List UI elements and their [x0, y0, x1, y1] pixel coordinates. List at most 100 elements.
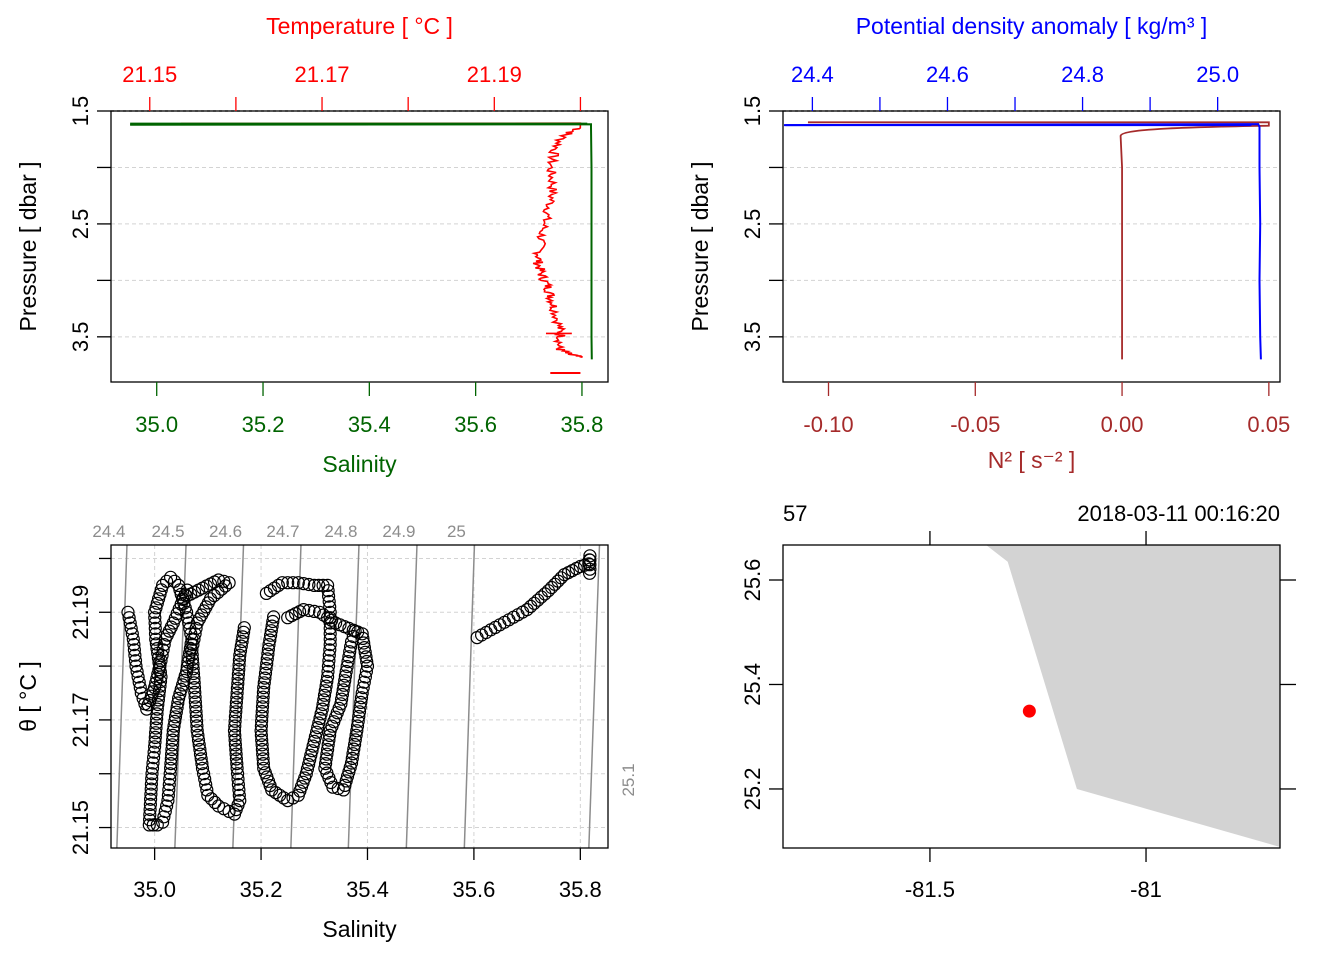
ts-point	[502, 613, 516, 627]
ts-point	[151, 697, 165, 712]
salinity-tick-label: 35.0	[135, 412, 178, 437]
ts-point	[260, 657, 274, 671]
ts-point	[256, 752, 270, 766]
ts-point	[208, 795, 222, 810]
ts-point	[180, 583, 194, 597]
ts-point	[320, 747, 334, 761]
ts-point	[323, 627, 337, 641]
ts-point	[195, 756, 209, 771]
ts-point	[254, 728, 268, 743]
isopycnal-label: 25.1	[619, 763, 638, 796]
ts-point	[150, 702, 164, 716]
ts-point	[335, 687, 349, 702]
ts-point	[470, 630, 484, 645]
ts-point	[126, 632, 140, 646]
ts-point	[303, 753, 317, 767]
ts-point	[162, 777, 176, 792]
temperature-salinity-profile-panel: 21.15 21.17 21.19 Temperature [ °C ] 35.0 35.…	[15, 13, 609, 477]
ts-point	[169, 705, 183, 719]
ts-point	[229, 705, 243, 719]
longitude-tick-label: -81.5	[905, 877, 955, 902]
density-tick-label: 24.6	[926, 62, 969, 87]
salinity-tick-label: 35.4	[348, 412, 391, 437]
ts-point	[313, 711, 327, 726]
ts-point	[281, 576, 295, 590]
ts-point	[264, 628, 278, 642]
ts-point	[198, 772, 212, 786]
pressure-tick-label: 3.5	[740, 322, 765, 353]
ts-point	[148, 740, 162, 754]
ts-point	[345, 751, 359, 766]
salinity-tick-label: 35.6	[452, 877, 495, 902]
ts-point	[157, 637, 171, 652]
ts-point	[325, 613, 339, 627]
ts-point	[121, 605, 135, 619]
ts-point	[189, 700, 203, 714]
ts-point	[142, 818, 156, 832]
isopycnal-label: 25	[447, 522, 466, 541]
ts-point	[258, 666, 273, 680]
ts-point	[264, 624, 278, 638]
salinity-profile-line	[130, 123, 593, 360]
land-polygon	[986, 545, 1280, 847]
ts-point	[132, 675, 146, 689]
map-frame	[782, 544, 1281, 849]
ts-point	[256, 685, 270, 700]
ts-point	[350, 724, 364, 738]
ts-point	[337, 678, 351, 692]
ts-point	[488, 620, 502, 635]
ts-point	[357, 675, 371, 689]
ts-point	[189, 621, 203, 636]
density-tick-label: 25.0	[1196, 62, 1239, 87]
ts-point	[164, 752, 178, 766]
pressure-tick-label: 1.5	[68, 96, 93, 127]
ts-point	[267, 610, 281, 624]
ts-point	[266, 614, 280, 629]
ts-point	[201, 788, 215, 802]
ts-point	[144, 787, 158, 801]
ts-point	[311, 720, 325, 735]
ts-point	[554, 571, 568, 585]
ts-point	[255, 704, 269, 719]
ts-point	[193, 747, 208, 761]
ts-point	[527, 596, 541, 610]
ts-point	[258, 671, 272, 685]
ts-point	[302, 577, 316, 592]
salinity-axis-title: Salinity	[322, 916, 397, 942]
ts-point	[123, 616, 137, 630]
ts-point	[187, 676, 201, 690]
ts-point	[538, 587, 552, 601]
plot-frame	[110, 110, 609, 383]
ts-point	[149, 726, 163, 740]
ts-point	[322, 654, 336, 668]
ts-point	[228, 719, 242, 733]
ts-point	[334, 697, 348, 711]
ts-point	[256, 756, 270, 771]
ts-point	[161, 788, 175, 802]
ts-point	[164, 570, 178, 584]
ts-point	[190, 714, 204, 728]
ts-point	[347, 742, 361, 756]
temperature-profile-line	[180, 122, 583, 358]
ts-point	[583, 558, 597, 572]
n2-tick-label: -0.05	[950, 412, 1000, 437]
temperature-axis-title: Temperature [ °C ]	[266, 13, 453, 39]
ts-point	[259, 661, 273, 676]
ts-point	[321, 742, 335, 757]
ts-point	[351, 714, 365, 728]
salinity-tick-label: 35.4	[346, 877, 389, 902]
ts-point	[583, 549, 597, 563]
ts-point	[186, 666, 201, 681]
ts-point	[187, 671, 201, 685]
ts-point	[305, 744, 319, 758]
pressure-tick-label: 1.5	[740, 96, 765, 127]
pressure-tick-label: 2.5	[68, 209, 93, 240]
ts-point	[524, 599, 538, 614]
temperature-tick-label: 21.19	[467, 62, 522, 87]
ts-point	[218, 579, 232, 593]
ts-point	[230, 691, 244, 705]
density-tick-label: 24.4	[791, 62, 834, 87]
theta-tick-label: 21.19	[68, 585, 93, 640]
n2-tick-label: 0.05	[1247, 412, 1290, 437]
